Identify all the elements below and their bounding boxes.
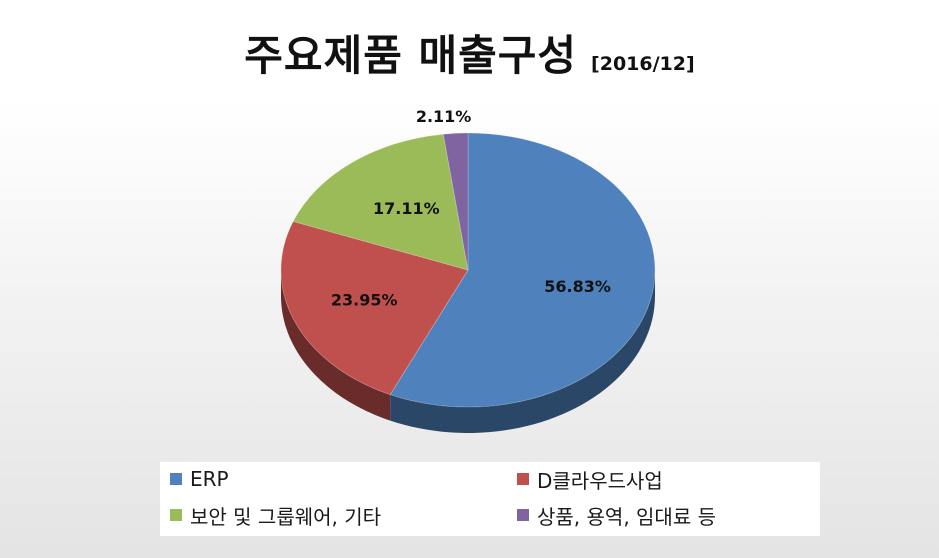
- pie-depth-layer: [281, 270, 655, 433]
- legend-item-cloud: D클라우드사업: [517, 464, 663, 494]
- legend-swatch-erp: [170, 473, 182, 485]
- legend-label-goods: 상품, 용역, 임대료 등: [537, 504, 716, 529]
- pie-slice-cloud: [280, 220, 469, 396]
- chart-title-row: 주요제품 매출구성 [2016/12]: [0, 22, 939, 83]
- chart-legend: ERP D클라우드사업 보안 및 그룹웨어, 기타 상품, 용역, 임대료 등: [160, 462, 820, 536]
- pie-label-layer: 56.83% 23.95% 17.11% 2.11%: [331, 107, 611, 310]
- legend-item-security: 보안 및 그룹웨어, 기타: [170, 500, 381, 530]
- legend-label-cloud: D클라우드사업: [537, 468, 663, 493]
- pie-slice-erp: [389, 132, 656, 408]
- legend-swatch-security: [170, 509, 182, 521]
- pie-slice-goods: [442, 132, 469, 271]
- chart-subtitle: [2016/12]: [591, 53, 695, 75]
- legend-label-erp: ERP: [190, 467, 229, 491]
- data-label-security: 17.11%: [373, 199, 440, 218]
- pie-top-layer: [280, 132, 656, 408]
- data-label-goods: 2.11%: [416, 107, 472, 126]
- chart-title: 주요제품 매출구성: [244, 31, 578, 80]
- legend-swatch-cloud: [517, 473, 529, 485]
- legend-item-erp: ERP: [170, 464, 229, 494]
- legend-label-security: 보안 및 그룹웨어, 기타: [190, 504, 382, 529]
- legend-swatch-goods: [517, 509, 529, 521]
- data-label-erp: 56.83%: [544, 277, 611, 296]
- legend-item-goods: 상품, 용역, 임대료 등: [517, 500, 716, 530]
- data-label-cloud: 23.95%: [331, 291, 398, 310]
- pie-side-erp: [390, 270, 655, 433]
- pie-side-cloud: [281, 270, 391, 421]
- pie-slice-security: [292, 133, 469, 271]
